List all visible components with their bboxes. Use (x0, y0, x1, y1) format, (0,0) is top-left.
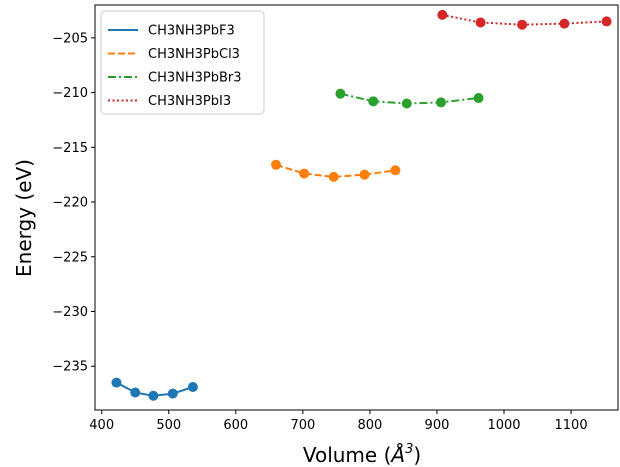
data-point (517, 19, 528, 30)
x-axis-label-sup: 3 (405, 442, 413, 457)
series-layer (111, 9, 612, 401)
legend: CH3NH3PbF3 CH3NH3PbCl3 CH3NH3PbBr3 CH3NH3Pb… (100, 10, 265, 115)
x-axis-label-unit: Å (389, 443, 405, 467)
legend-box (100, 10, 265, 115)
data-point (130, 387, 141, 398)
series-CH3NH3PbF3 (111, 377, 198, 401)
series-CH3NH3PbI3 (437, 9, 612, 30)
y-tick-label: −225 (52, 250, 88, 265)
x-tick-label: 900 (425, 418, 450, 433)
x-tick-label: 400 (89, 418, 114, 433)
legend-label: CH3NH3PbCl3 (148, 47, 240, 62)
data-point (148, 390, 159, 401)
data-point (271, 159, 282, 170)
data-point (475, 17, 486, 28)
y-tick-label: −220 (52, 196, 88, 211)
data-point (111, 377, 122, 388)
data-point (335, 88, 346, 99)
data-point (328, 171, 339, 182)
y-tick-label: −215 (52, 141, 88, 156)
series-CH3NH3PbBr3 (335, 88, 484, 109)
data-point (437, 9, 448, 20)
data-point (359, 169, 370, 180)
data-point (401, 98, 412, 109)
legend-label: CH3NH3PbBr3 (148, 71, 242, 86)
data-point (167, 388, 178, 399)
data-point (187, 382, 198, 393)
data-point (601, 16, 612, 27)
data-point (473, 93, 484, 104)
y-tick-label: −210 (52, 86, 88, 101)
y-tick-label: −230 (52, 305, 88, 320)
axes-layer: 400 500 600 700 800 900 1000 1100 −235 −230 −225 −2… (52, 31, 587, 433)
data-point (559, 18, 570, 29)
x-tick-label: 600 (223, 418, 248, 433)
x-tick-label: 800 (357, 418, 382, 433)
x-tick-label: 700 (290, 418, 315, 433)
data-point (435, 97, 446, 108)
y-tick-label: −205 (52, 31, 88, 46)
x-tick-label: 500 (156, 418, 181, 433)
x-axis-label-main: Volume ( (303, 443, 392, 467)
x-tick-label: 1000 (487, 418, 520, 433)
data-point (368, 96, 379, 107)
y-tick-label: −235 (52, 360, 88, 375)
legend-label: CH3NH3PbF3 (148, 24, 235, 39)
y-axis-label: Energy (eV) (12, 159, 36, 277)
legend-label: CH3NH3PbI3 (148, 94, 231, 109)
series-line (275, 163, 396, 178)
x-axis-label: Volume (Å3) (303, 442, 421, 467)
data-point (390, 165, 401, 176)
x-axis-label-end: ) (413, 443, 421, 467)
x-tick-label: 1100 (555, 418, 588, 433)
series-CH3NH3PbCl3 (271, 159, 401, 182)
data-point (299, 168, 310, 179)
